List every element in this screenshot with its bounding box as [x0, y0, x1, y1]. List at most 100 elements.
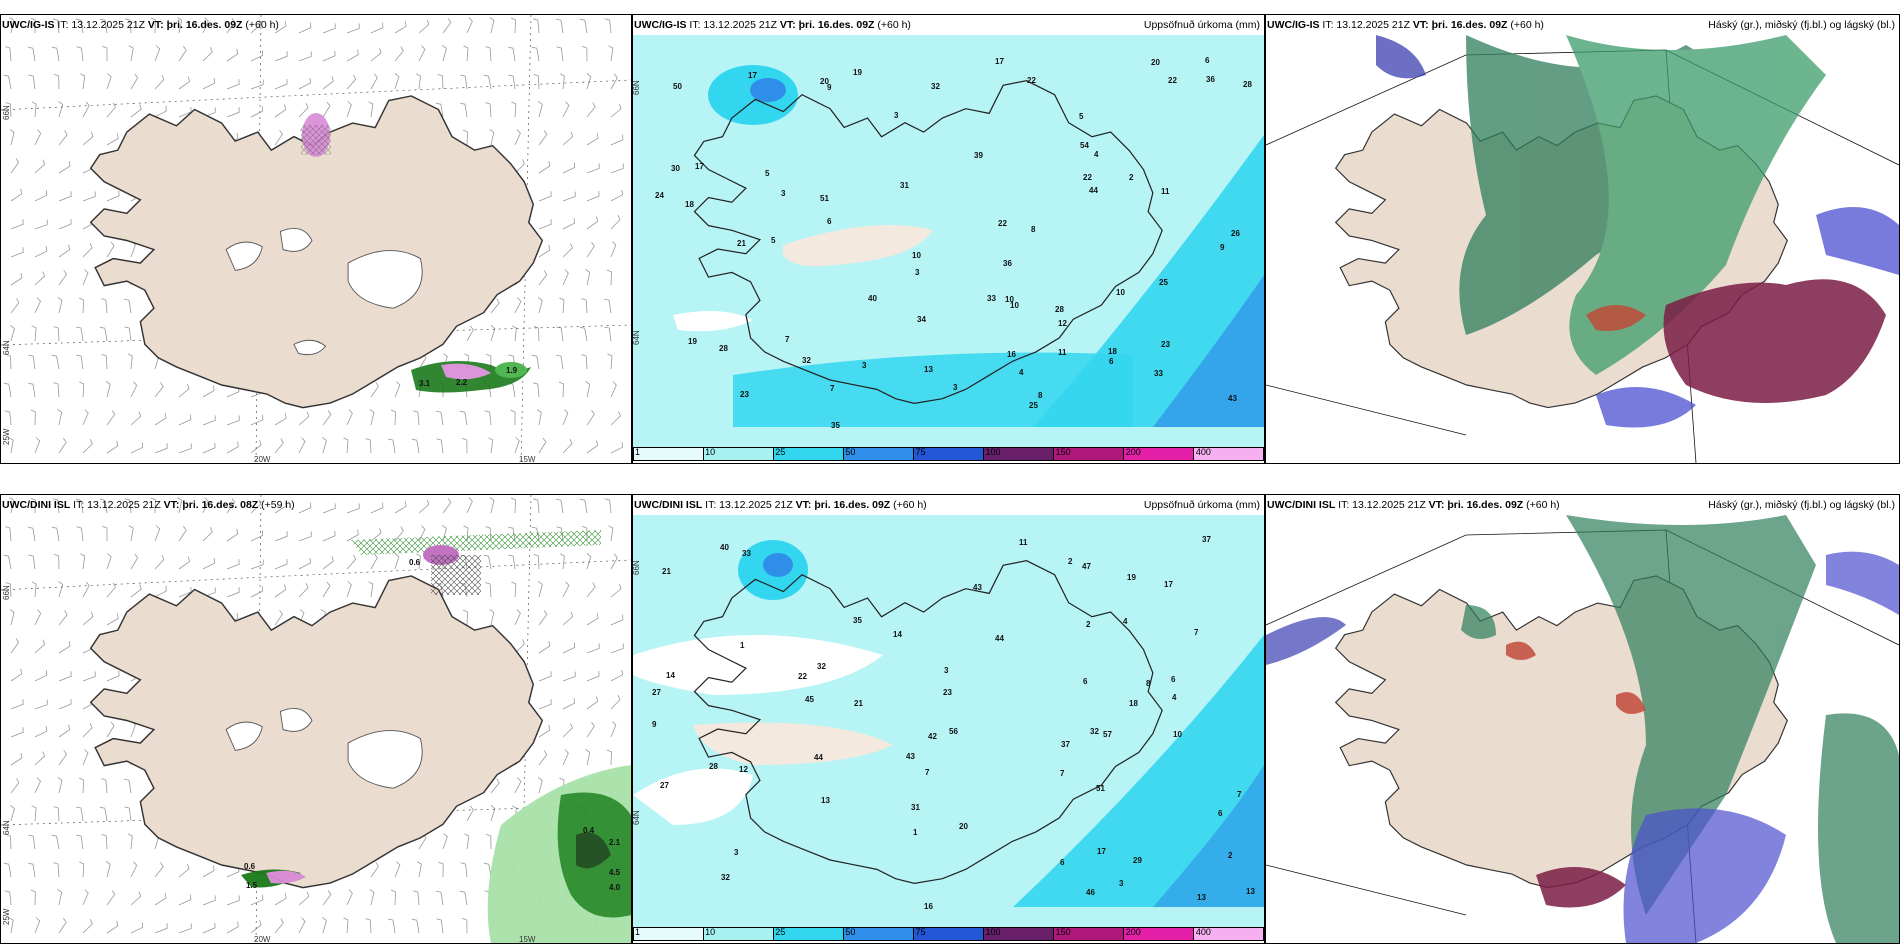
wind-barb [34, 297, 41, 314]
wind-barb [177, 17, 183, 34]
wind-barb [128, 525, 134, 542]
wind-barb [604, 498, 612, 514]
lat-label: 66N [2, 105, 11, 120]
wind-barb [510, 497, 517, 514]
wind-barb [27, 526, 36, 542]
wind-barb [274, 104, 287, 118]
wind-barb [346, 581, 352, 598]
wind-barb [202, 497, 209, 514]
wind-barb [559, 73, 565, 90]
wind-barb [226, 107, 240, 118]
precip-value: 8 [1031, 225, 1036, 234]
precip-value: 16 [1007, 350, 1016, 359]
wind-barb [58, 161, 71, 174]
wind-barb [538, 640, 551, 654]
wind-barb [274, 413, 287, 426]
wind-barb [34, 219, 48, 230]
wind-barb [322, 101, 331, 118]
wind-barb [178, 45, 187, 62]
wind-barb [106, 440, 119, 454]
wind-barb [99, 806, 108, 822]
wind-barb [581, 354, 588, 370]
wind-barb [76, 326, 84, 342]
precip-value: 31 [911, 803, 920, 812]
wind-barb [130, 442, 144, 454]
precip-value: 12 [1058, 319, 1067, 328]
wind-barb [3, 862, 12, 878]
wind-barb [178, 443, 192, 454]
precip-value: 7 [785, 335, 790, 344]
wind-barb [53, 806, 60, 822]
wind-barb [411, 918, 420, 934]
wind-barb [105, 381, 111, 398]
wind-barb [610, 643, 624, 654]
precip-value: 16 [924, 902, 933, 911]
wind-barb [562, 131, 574, 146]
precip-value: 43 [906, 752, 915, 761]
wind-barb [322, 437, 327, 454]
wind-barb [610, 442, 624, 454]
colorbar-tick: 150 [1055, 927, 1071, 937]
wind-barb [459, 410, 468, 426]
wind-barb [154, 382, 164, 398]
colorbar-tick: 200 [1125, 927, 1141, 937]
precip-value: 6 [1109, 357, 1114, 366]
precip-value: 3 [1119, 879, 1124, 888]
wind-barb [586, 721, 595, 738]
wind-barb [483, 74, 492, 90]
wind-barb [322, 581, 331, 598]
precip-value: 43 [1228, 394, 1237, 403]
wind-barb [80, 553, 86, 570]
wind-barb [298, 411, 310, 426]
precip-value: 7 [925, 768, 930, 777]
wind-barb [556, 326, 564, 342]
wind-barb [274, 501, 287, 514]
precip-value: 44 [814, 753, 823, 762]
wind-barb [178, 923, 192, 934]
lat-label: 66N [632, 560, 641, 575]
precip-value: 43 [973, 583, 982, 592]
wind-barb [510, 409, 516, 426]
wind-barb [57, 889, 63, 906]
wind-barb [490, 325, 496, 342]
precip-value: 8 [1146, 679, 1151, 688]
wind-barb [250, 79, 264, 90]
wind-barb [346, 101, 352, 118]
wind-barb [370, 47, 382, 62]
wind-barb [57, 297, 63, 314]
wind-barb [9, 17, 14, 34]
wind-barb [533, 554, 540, 570]
wind-label: 1.5 [246, 881, 258, 890]
wind-barb [555, 498, 564, 514]
precip-value: 29 [1133, 856, 1142, 865]
wind-barb [226, 441, 239, 454]
wind-barb [562, 749, 569, 766]
wind-barb [507, 382, 516, 398]
wind-barb [58, 437, 67, 454]
precip-value: 7 [1060, 769, 1065, 778]
wind-barb [585, 381, 591, 398]
precip-value: 23 [943, 688, 952, 697]
wind-barb [274, 438, 284, 454]
precip-value: 13 [1197, 893, 1206, 902]
wind-barb [532, 498, 540, 514]
wind-barb [102, 45, 108, 61]
precip-value: 20 [1151, 58, 1160, 67]
precip-value: 11 [1058, 348, 1067, 357]
map-panel-bottom-right: UWC/DINI ISL IT: 13.12.2025 21Z VT: þri.… [1265, 494, 1900, 944]
precip-value: 25 [1029, 401, 1038, 410]
precip-value: 17 [1097, 847, 1106, 856]
precip-value: 22 [1168, 76, 1177, 85]
wind-barb [52, 18, 60, 34]
colorbar-segment [634, 448, 704, 460]
precip-value: 5 [1079, 112, 1084, 121]
wind-barb [579, 498, 588, 514]
wind-label: 2.2 [456, 378, 468, 387]
wind-barb [581, 298, 588, 314]
precip-value: 24 [655, 191, 664, 200]
wind-barb [106, 102, 116, 118]
colorbar-segment [704, 448, 774, 460]
wind-barb [3, 554, 12, 570]
wind-barb [51, 526, 60, 542]
